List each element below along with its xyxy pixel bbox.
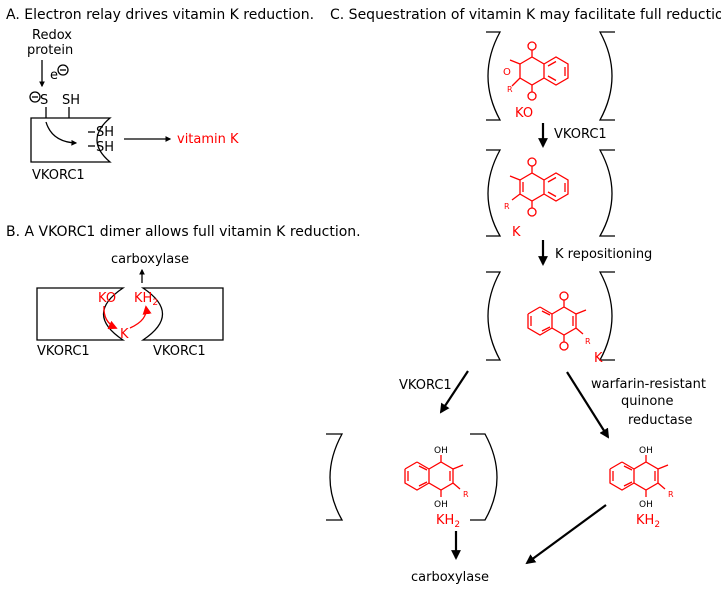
epoxide-o-label: O xyxy=(503,67,511,78)
enzyme-label-b-left: VKORC1 xyxy=(37,344,90,359)
oh-bottom-left: OH xyxy=(434,500,448,510)
panel-a-heading: A. Electron relay drives vitamin K reduc… xyxy=(6,7,314,23)
k-label-c2: K xyxy=(594,351,603,366)
pocket-1-left-wall xyxy=(486,31,502,121)
oh-top-right: OH xyxy=(639,446,653,456)
vkorc1-block-left xyxy=(36,287,126,341)
sh-mid-label: SH xyxy=(96,125,114,140)
kh2-label-left: KH2 xyxy=(436,513,460,530)
thiolate-charge-icon xyxy=(29,91,41,103)
panel-b: B. A VKORC1 dimer allows full vitamin K … xyxy=(6,224,361,359)
r-label-4: R xyxy=(463,490,469,499)
pocket-4-left-wall xyxy=(326,433,344,521)
panel-b-heading: B. A VKORC1 dimer allows full vitamin K … xyxy=(6,224,361,240)
thiolate-label: S xyxy=(40,93,48,108)
pocket-4 xyxy=(326,433,498,521)
pocket-4-right-wall xyxy=(470,433,498,521)
vkorc1-branch-arrow xyxy=(439,370,469,414)
carboxylase-arrow-right xyxy=(525,504,607,565)
reductase-label-line2: quinone xyxy=(621,394,674,409)
reduction-arrow-k-to-kh2 xyxy=(129,305,152,329)
reductase-label-line3: reductase xyxy=(628,413,693,428)
reduction-arrow-ko-to-k xyxy=(103,305,118,330)
r-label-1: R xyxy=(507,85,513,94)
step2-label: K repositioning xyxy=(555,247,652,262)
carboxylase-label-c: carboxylase xyxy=(411,570,489,585)
vitamin-k-structure-2: R xyxy=(527,291,591,351)
r-label-2: R xyxy=(504,202,510,211)
panel-c-heading: C. Sequestration of vitamin K may facili… xyxy=(330,7,721,23)
pocket-3-right-wall xyxy=(598,271,615,361)
pocket-1-right-wall xyxy=(598,31,615,121)
panel-c: C. Sequestration of vitamin K may facili… xyxy=(326,7,721,585)
relay-arrow xyxy=(45,121,78,146)
vkorc1-block-right xyxy=(140,287,224,341)
oh-bottom-right: OH xyxy=(639,500,653,510)
kh2-label-b: KH2 xyxy=(134,291,158,308)
kh2-label-right: KH2 xyxy=(636,513,660,530)
carboxylase-label-b: carboxylase xyxy=(111,252,189,267)
vitamin-k-label: vitamin K xyxy=(177,132,239,147)
reductase-branch-arrow xyxy=(566,371,610,439)
vkorc1-block-a xyxy=(30,117,112,163)
pocket-1 xyxy=(486,31,615,121)
enzyme-label-a: VKORC1 xyxy=(32,168,85,183)
redox-protein-label-line1: Redox xyxy=(32,28,72,43)
ko-label-b: KO xyxy=(98,291,116,306)
electron-label: e xyxy=(50,68,58,83)
step1-label: VKORC1 xyxy=(554,127,607,142)
kh2-structure-left: OH OH R xyxy=(404,446,469,510)
ko-structure: O R xyxy=(503,41,569,101)
sh-low-label: SH xyxy=(96,140,114,155)
enzyme-label-b-right: VKORC1 xyxy=(153,344,206,359)
reductase-label-line1: warfarin-resistant xyxy=(591,377,706,392)
kh2-structure-right: OH OH R xyxy=(609,446,674,510)
left-enzyme-label: VKORC1 xyxy=(399,378,452,393)
oh-top-left: OH xyxy=(434,446,448,456)
pocket-2 xyxy=(486,149,615,237)
pocket-2-left-wall xyxy=(486,149,502,237)
k-label-b: K xyxy=(120,327,129,342)
k-label-c1: K xyxy=(512,225,521,240)
pocket-2-right-wall xyxy=(598,149,615,237)
pocket-3 xyxy=(486,271,615,361)
electron-charge-icon xyxy=(57,64,69,76)
panel-a: A. Electron relay drives vitamin K reduc… xyxy=(6,7,314,183)
redox-protein-label-line2: protein xyxy=(27,43,73,58)
vitamin-k-structure-1: R xyxy=(504,157,569,217)
r-label-3: R xyxy=(585,337,591,346)
pocket-3-left-wall xyxy=(486,271,502,361)
ko-label-c: KO xyxy=(515,106,533,121)
r-label-5: R xyxy=(668,490,674,499)
sh-top-label: SH xyxy=(62,93,80,108)
